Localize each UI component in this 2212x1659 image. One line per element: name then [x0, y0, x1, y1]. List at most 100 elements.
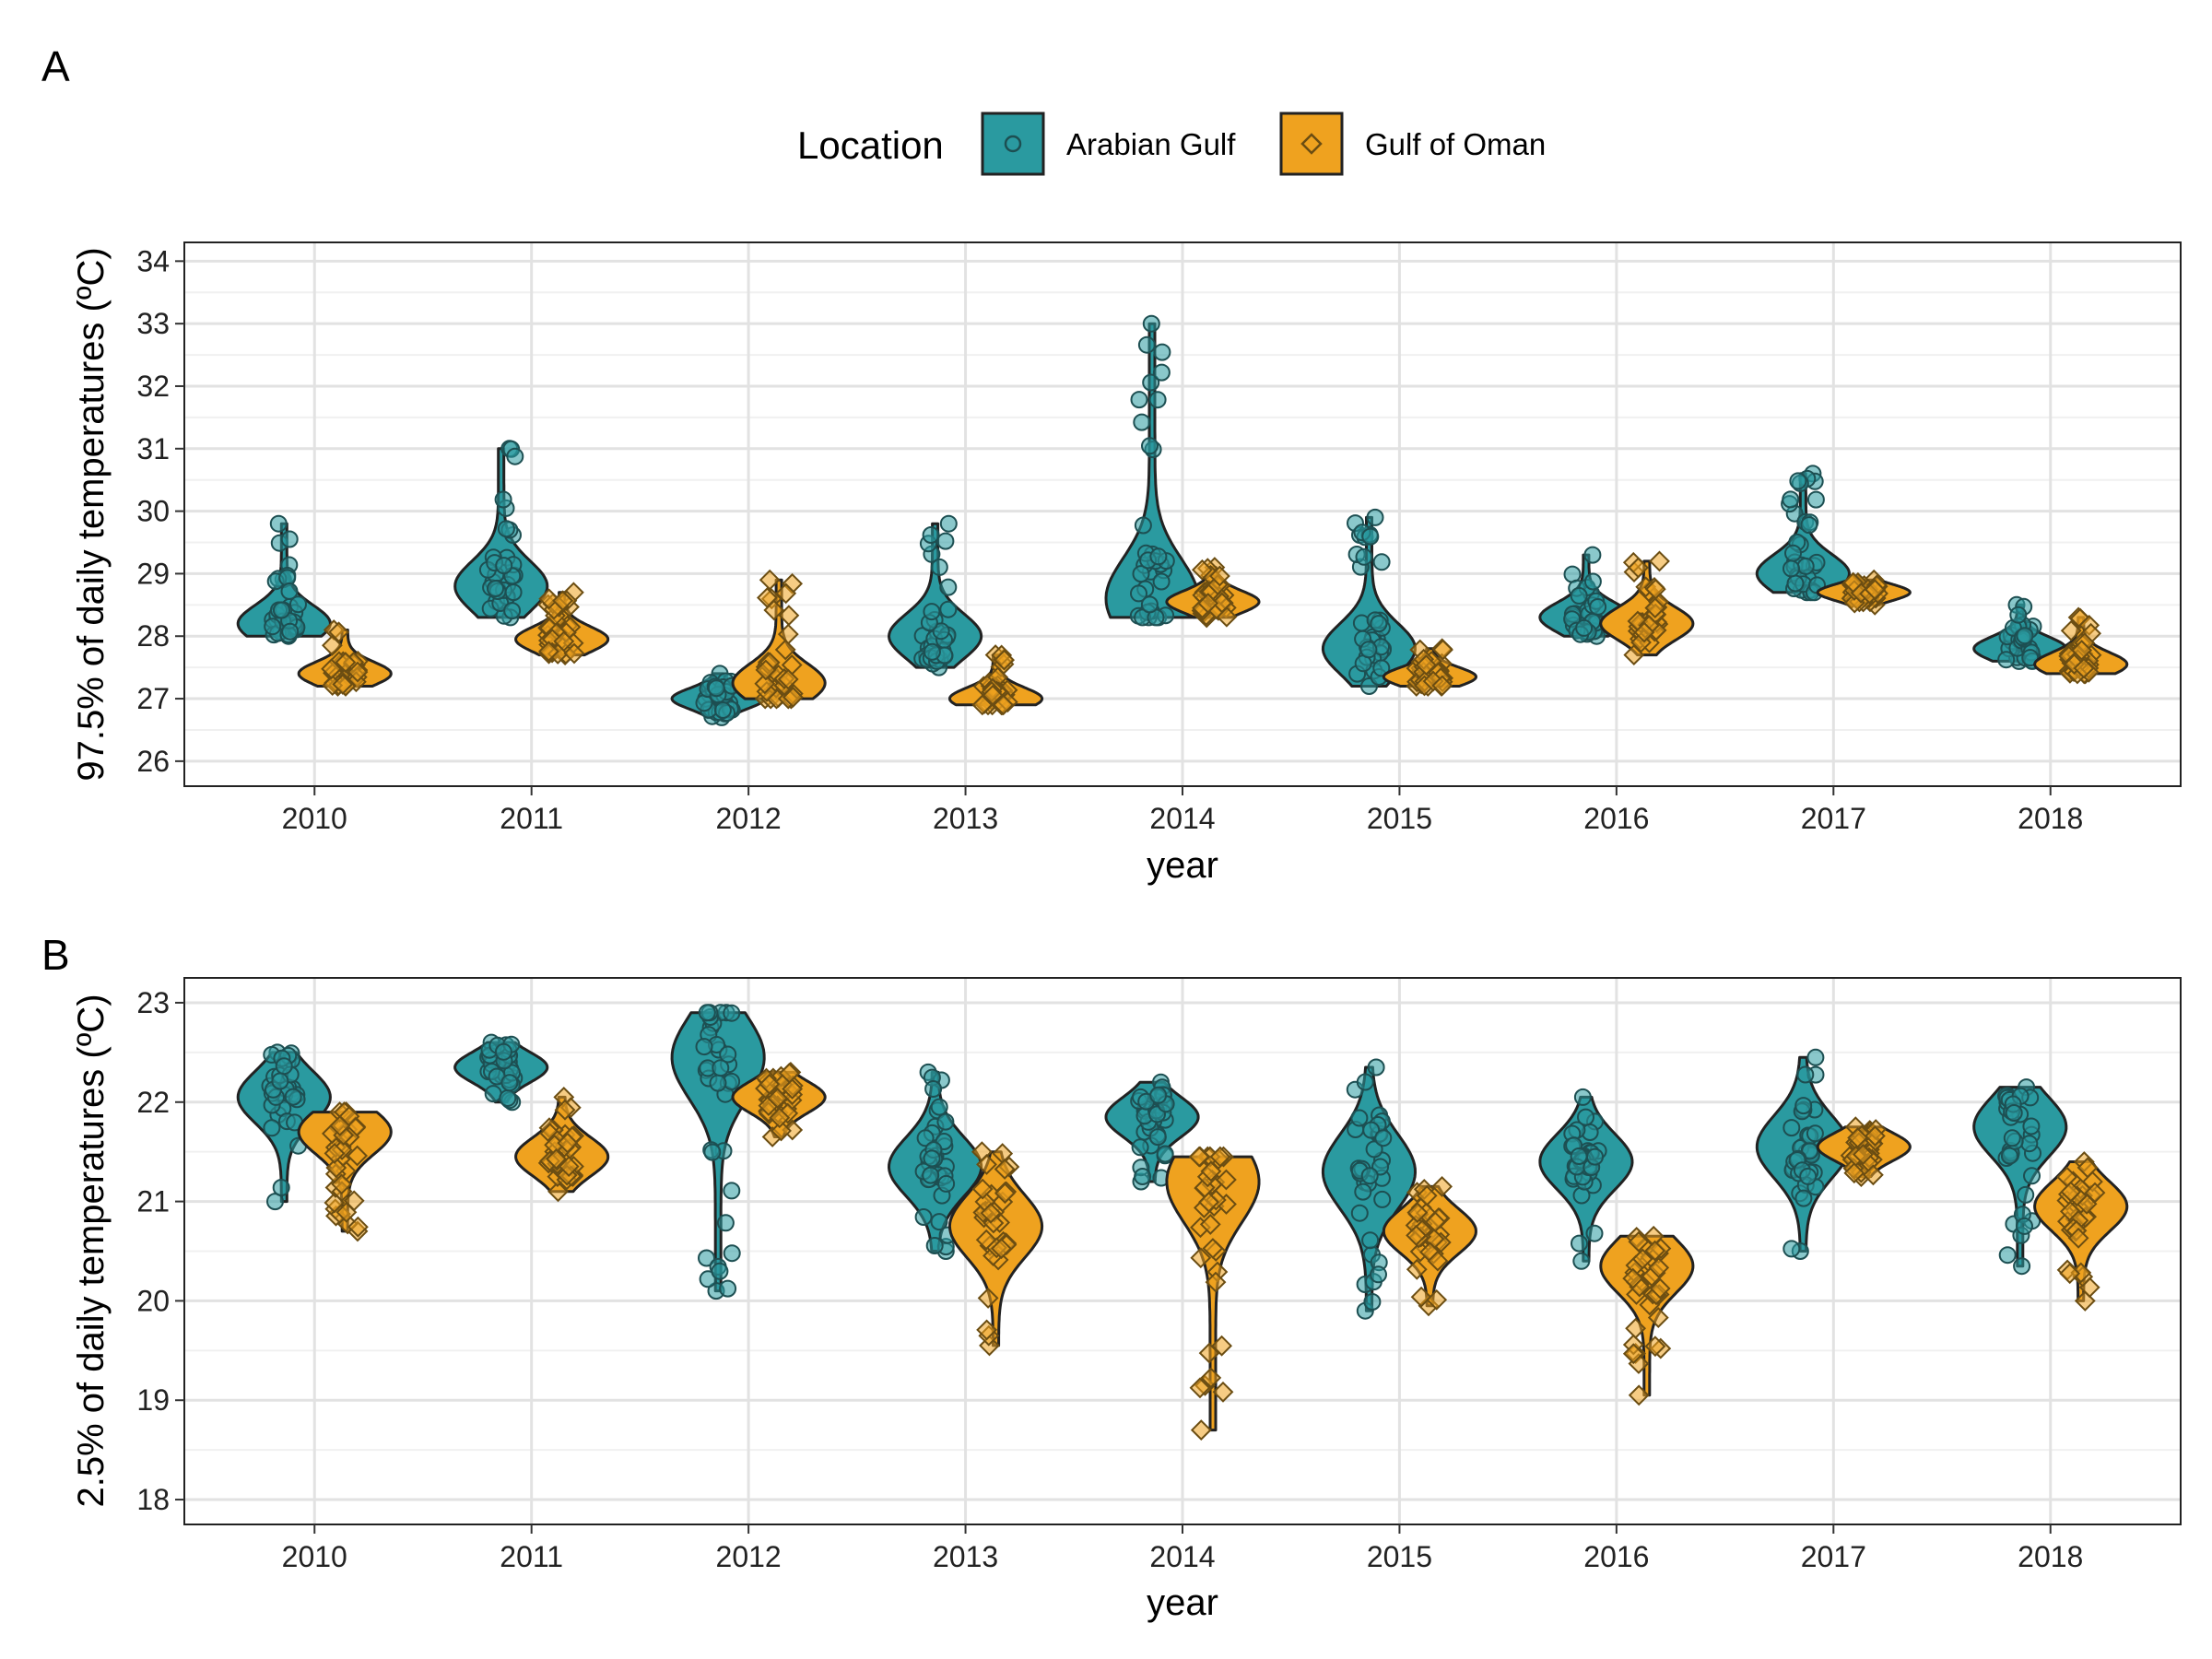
point-gulf-of-oman — [552, 590, 574, 612]
x-tick-label: 2018 — [2018, 1540, 2083, 1573]
point-gulf-of-oman — [1208, 565, 1230, 587]
point-gulf-of-oman — [1202, 1238, 1224, 1259]
point-gulf-of-oman — [1622, 1343, 1644, 1365]
point-arabian-gulf — [698, 1004, 716, 1022]
point-gulf-of-oman — [1842, 571, 1865, 594]
point-arabian-gulf — [914, 1208, 933, 1226]
point-arabian-gulf — [2021, 649, 2040, 667]
point-arabian-gulf — [1131, 1138, 1149, 1157]
point-arabian-gulf — [1585, 1224, 1604, 1242]
point-gulf-of-oman — [1862, 1164, 1884, 1186]
panel-a-x-ticks: 2010 2011 2012 2013 2014 2015 2016 2017 2018 — [282, 786, 2083, 835]
panel-b-y-ticks: 18 19 20 21 22 23 — [136, 986, 184, 1516]
legend-key-gulf-of-oman — [1279, 112, 1344, 176]
point-arabian-gulf — [2013, 1257, 2031, 1276]
point-gulf-of-oman — [980, 1202, 1002, 1224]
point-gulf-of-oman — [769, 1107, 791, 1129]
point-gulf-of-oman — [547, 1181, 569, 1203]
point-arabian-gulf — [1350, 1204, 1369, 1222]
point-gulf-of-oman — [777, 668, 799, 690]
point-gulf-of-oman — [1628, 557, 1649, 579]
legend-circle-icon — [1004, 135, 1022, 153]
point-arabian-gulf — [1784, 544, 1802, 562]
point-arabian-gulf — [1586, 1147, 1604, 1166]
point-arabian-gulf — [1367, 1058, 1385, 1077]
point-gulf-of-oman — [1406, 1258, 1428, 1280]
point-arabian-gulf — [264, 618, 282, 636]
point-arabian-gulf — [1149, 1086, 1168, 1104]
point-arabian-gulf — [695, 1038, 713, 1056]
panel-b-y-axis-title: 2.5% of daily temperatures (ºC) — [71, 994, 112, 1507]
point-arabian-gulf — [1796, 1065, 1815, 1084]
point-arabian-gulf — [289, 595, 307, 614]
point-arabian-gulf — [1583, 546, 1602, 564]
point-arabian-gulf — [2017, 1185, 2035, 1204]
point-arabian-gulf — [939, 600, 958, 618]
point-arabian-gulf — [1782, 490, 1800, 509]
point-arabian-gulf — [925, 1237, 944, 1254]
point-arabian-gulf — [1789, 472, 1807, 490]
point-arabian-gulf — [499, 1089, 517, 1107]
panel-a-y-ticks: 26 27 28 29 30 31 32 33 34 — [136, 244, 184, 778]
point-arabian-gulf — [716, 1214, 735, 1232]
point-arabian-gulf — [1570, 586, 1588, 605]
x-tick-label: 2011 — [500, 802, 563, 835]
point-arabian-gulf — [1365, 1140, 1383, 1159]
point-gulf-of-oman — [755, 659, 777, 681]
point-arabian-gulf — [500, 1074, 519, 1092]
point-gulf-of-oman — [1631, 1248, 1653, 1270]
x-tick-label: 2010 — [282, 1540, 347, 1573]
point-arabian-gulf — [1366, 508, 1384, 526]
point-arabian-gulf — [923, 642, 941, 661]
point-gulf-of-oman — [1644, 597, 1666, 619]
point-gulf-of-oman — [1211, 592, 1233, 614]
legend: Location Arabian Gulf Gulf of Oman — [797, 112, 1546, 176]
point-arabian-gulf — [1356, 1073, 1374, 1091]
panel-a-grid — [184, 242, 2181, 786]
point-gulf-of-oman — [321, 658, 343, 680]
point-arabian-gulf — [936, 1112, 955, 1131]
point-arabian-gulf — [923, 603, 941, 621]
point-gulf-of-oman — [993, 694, 1015, 716]
point-gulf-of-oman — [321, 634, 343, 656]
point-gulf-of-oman — [1843, 1162, 1865, 1184]
x-tick-label: 2018 — [2018, 802, 2083, 835]
point-arabian-gulf — [1148, 1128, 1167, 1147]
point-arabian-gulf — [713, 701, 732, 719]
point-arabian-gulf — [1141, 437, 1159, 455]
point-gulf-of-oman — [1200, 1160, 1222, 1182]
point-gulf-of-oman — [782, 687, 804, 708]
point-arabian-gulf — [263, 1119, 281, 1137]
y-tick-label: 31 — [136, 432, 170, 465]
point-arabian-gulf — [932, 622, 950, 641]
panel-a-marks — [236, 314, 2129, 726]
point-arabian-gulf — [936, 532, 955, 550]
point-gulf-of-oman — [754, 673, 776, 695]
point-arabian-gulf — [719, 1045, 737, 1064]
point-arabian-gulf — [2016, 627, 2034, 645]
point-gulf-of-oman — [1190, 1419, 1212, 1441]
point-arabian-gulf — [1363, 1293, 1382, 1311]
point-gulf-of-oman — [1198, 1342, 1220, 1364]
point-gulf-of-oman — [347, 1216, 369, 1238]
point-arabian-gulf — [2020, 1135, 2039, 1153]
point-gulf-of-oman — [343, 1190, 365, 1212]
point-arabian-gulf — [723, 1182, 741, 1200]
point-gulf-of-oman — [994, 1182, 1016, 1205]
point-arabian-gulf — [1997, 651, 2016, 669]
point-gulf-of-oman — [1864, 1125, 1886, 1147]
point-arabian-gulf — [1783, 1240, 1801, 1258]
legend-label-gulf-of-oman: Gulf of Oman — [1365, 127, 1546, 161]
point-arabian-gulf — [699, 1270, 717, 1288]
x-tick-label: 2014 — [1149, 1540, 1215, 1573]
point-arabian-gulf — [1799, 1167, 1818, 1185]
x-tick-label: 2013 — [933, 802, 998, 835]
point-arabian-gulf — [1373, 1190, 1392, 1208]
point-gulf-of-oman — [1205, 1271, 1227, 1293]
point-gulf-of-oman — [759, 1073, 781, 1095]
panel-a-y-axis-title: 97.5% of daily temperatures (ºC) — [71, 247, 112, 781]
point-arabian-gulf — [2000, 1147, 2018, 1165]
point-gulf-of-oman — [537, 641, 559, 663]
point-arabian-gulf — [497, 520, 515, 538]
